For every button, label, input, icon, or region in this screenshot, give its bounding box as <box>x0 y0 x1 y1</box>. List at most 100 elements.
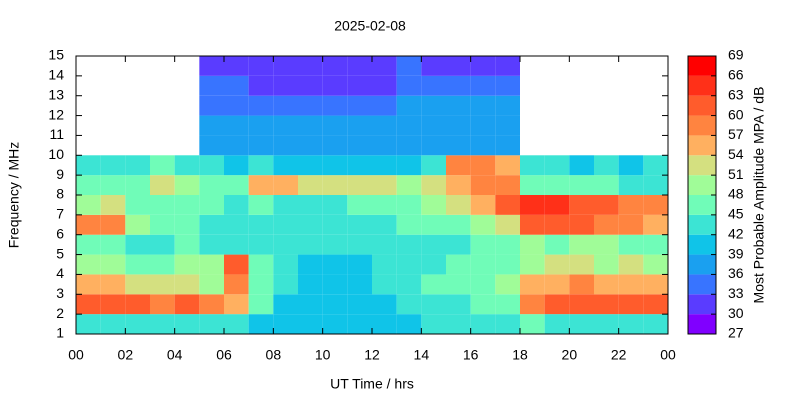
heat-cell <box>544 314 570 334</box>
x-axis-label: UT Time / hrs <box>330 376 414 392</box>
heat-cell <box>421 274 446 295</box>
heat-cell <box>199 135 224 156</box>
heat-cell <box>446 95 471 116</box>
heat-cell <box>520 175 545 195</box>
heat-cell <box>544 234 570 255</box>
heat-cell <box>174 274 200 295</box>
heat-cell <box>396 75 422 96</box>
heat-cell <box>273 214 298 235</box>
heat-cell <box>273 135 298 156</box>
heat-cell <box>273 294 298 315</box>
heat-cell <box>76 214 101 235</box>
heat-cell <box>199 175 224 195</box>
heat-cell <box>224 56 249 76</box>
heat-cell <box>544 214 570 235</box>
heat-cell <box>347 175 372 195</box>
colorbar-segment <box>688 75 716 96</box>
heat-cell <box>125 155 150 176</box>
heat-cell <box>470 135 496 156</box>
y-tick-label: 11 <box>49 126 64 142</box>
heat-cell <box>372 155 397 176</box>
heat-cell <box>199 254 224 275</box>
heat-cell <box>273 234 298 255</box>
heat-cell <box>446 135 471 156</box>
heat-cell <box>347 56 372 76</box>
heat-cell <box>372 56 397 76</box>
heat-cell <box>372 195 397 215</box>
heat-cell <box>347 155 372 176</box>
x-tick-label: 02 <box>118 347 134 363</box>
heat-cell <box>470 314 496 334</box>
x-tick-label: 18 <box>512 347 528 363</box>
heat-cell <box>199 274 224 295</box>
heat-cell <box>544 294 570 315</box>
heat-cell <box>372 214 397 235</box>
heat-cell <box>421 175 446 195</box>
heat-cell <box>421 314 446 334</box>
heat-cell <box>174 214 200 235</box>
heat-cell <box>421 75 446 96</box>
heat-cell <box>520 274 545 295</box>
heat-cell <box>372 274 397 295</box>
heat-cell <box>372 314 397 334</box>
heat-cell <box>248 155 274 176</box>
heat-cell <box>569 254 594 275</box>
heat-cell <box>248 214 274 235</box>
heat-cell <box>224 274 249 295</box>
heat-cell <box>446 75 471 96</box>
x-tick-label: 08 <box>266 347 282 363</box>
colorbar-tick-label: 48 <box>728 186 744 202</box>
y-tick-label: 2 <box>56 305 64 321</box>
heat-cell <box>248 314 274 334</box>
heat-cell <box>446 294 471 315</box>
heat-cell <box>248 75 274 96</box>
heat-cell <box>199 155 224 176</box>
x-tick-label: 04 <box>167 347 183 363</box>
heat-cell <box>643 234 668 255</box>
heat-cell <box>322 314 348 334</box>
heat-cell <box>125 274 150 295</box>
heat-cell <box>618 274 644 295</box>
heat-cell <box>224 195 249 215</box>
heat-cell <box>347 314 372 334</box>
heat-cell <box>569 274 594 295</box>
heat-cell <box>421 115 446 136</box>
colorbar-tick-label: 63 <box>728 86 744 102</box>
heat-cell <box>248 254 274 275</box>
y-tick-label: 8 <box>56 186 64 202</box>
heat-cell <box>150 254 175 275</box>
x-tick-label: 00 <box>68 347 84 363</box>
heat-cell <box>125 195 150 215</box>
heat-cell <box>544 195 570 215</box>
heat-cell <box>224 95 249 116</box>
colorbar-segment <box>688 314 716 334</box>
heat-cell <box>150 175 175 195</box>
heat-cell <box>594 294 619 315</box>
heat-cell <box>643 254 668 275</box>
heat-cell <box>322 214 348 235</box>
heat-cell <box>470 294 496 315</box>
heat-cell <box>421 95 446 116</box>
heat-cell <box>544 274 570 295</box>
heat-cell <box>347 135 372 156</box>
heat-cell <box>470 115 496 136</box>
colorbar-label: Most Probable Amplitude MPA / dB <box>751 87 767 304</box>
heat-cell <box>224 135 249 156</box>
heat-cell <box>125 314 150 334</box>
heat-cell <box>618 234 644 255</box>
heat-cell <box>544 175 570 195</box>
heat-cell <box>199 195 224 215</box>
heat-cell <box>199 294 224 315</box>
heat-cell <box>594 195 619 215</box>
heat-cell <box>470 214 496 235</box>
heat-cell <box>446 175 471 195</box>
x-tick-label: 20 <box>562 347 578 363</box>
heat-cell <box>322 115 348 136</box>
heat-cell <box>470 234 496 255</box>
heat-cell <box>569 195 594 215</box>
heat-cell <box>396 214 422 235</box>
heat-cell <box>520 155 545 176</box>
colorbar-segment <box>688 294 716 315</box>
heat-cell <box>421 155 446 176</box>
